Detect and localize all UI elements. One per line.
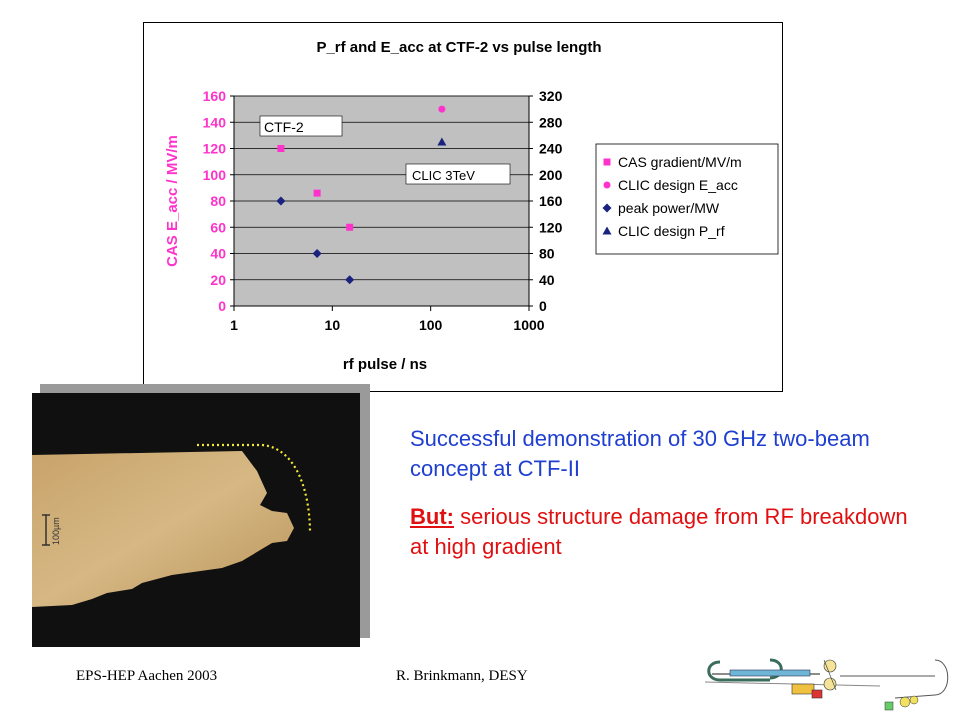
- scale-label: 100µm: [51, 517, 61, 545]
- legend-label: CAS gradient/MV/m: [618, 154, 742, 170]
- legend-marker: [602, 203, 612, 213]
- footer-author: R. Brinkmann, DESY: [396, 668, 528, 684]
- footer-conference: EPS-HEP Aachen 2003: [76, 668, 218, 684]
- clic-layout-logo: [704, 658, 949, 711]
- damage-text: But: serious structure damage from RF br…: [410, 502, 910, 562]
- annotation-clic3tev-text: CLIC 3TeV: [412, 168, 475, 183]
- y2-tick-label: 40: [539, 272, 555, 288]
- data-point: [312, 249, 322, 258]
- copper-structure: [32, 451, 294, 607]
- annotation-ctf2-text: CTF-2: [264, 119, 304, 135]
- y2-tick-label: 80: [539, 246, 555, 262]
- legend-marker: [603, 158, 611, 166]
- legend-marker: [603, 181, 611, 189]
- legend-label: CLIC design P_rf: [618, 223, 725, 239]
- y-tick-label: 160: [203, 88, 227, 104]
- data-point: [437, 137, 447, 146]
- y2-tick-label: 160: [539, 193, 563, 209]
- y2-tick-label: 0: [539, 298, 547, 314]
- data-point: [438, 105, 446, 113]
- legend-label: CLIC design E_acc: [618, 177, 738, 193]
- chart-panel: P_rf and E_acc at CTF-2 vs pulse length …: [143, 22, 783, 392]
- legend-label: peak power/MW: [618, 200, 720, 216]
- y2-tick-label: 200: [539, 167, 563, 183]
- chart: P_rf and E_acc at CTF-2 vs pulse length …: [164, 39, 779, 373]
- legend-marker: [602, 226, 612, 235]
- demonstration-text: Successful demonstration of 30 GHz two-b…: [410, 426, 870, 481]
- annotation-ctf2: CTF-2: [259, 115, 343, 137]
- y-tick-label: 40: [210, 246, 226, 262]
- data-point: [276, 196, 286, 206]
- y2-tick-label: 240: [539, 141, 563, 157]
- y-tick-label: 120: [203, 141, 227, 157]
- dotted-outline: [197, 443, 312, 534]
- y2-tick-label: 280: [539, 114, 563, 130]
- damage-text-rest: serious structure damage from RF breakdo…: [410, 504, 908, 559]
- x-tick-label: 100: [419, 317, 443, 333]
- legend-box: [595, 143, 779, 255]
- y2-tick-label: 120: [539, 219, 563, 235]
- x-tick-label: 1: [230, 317, 238, 333]
- y-tick-label: 140: [203, 114, 227, 130]
- y-tick-label: 0: [218, 298, 226, 314]
- but-label: But:: [410, 504, 454, 529]
- chart-title: P_rf and E_acc at CTF-2 vs pulse length: [316, 39, 601, 56]
- x-tick-label: 10: [325, 317, 341, 333]
- data-point: [345, 275, 355, 285]
- y-tick-label: 60: [210, 219, 226, 235]
- data-point: [346, 223, 354, 231]
- x-axis-label: rf pulse / ns: [343, 356, 427, 373]
- micrograph: 100µm: [32, 393, 360, 647]
- scale-bar: [42, 514, 50, 546]
- y-tick-label: 100: [203, 167, 227, 183]
- y-tick-label: 20: [210, 272, 226, 288]
- x-tick-label: 1000: [513, 317, 544, 333]
- data-point: [313, 189, 321, 197]
- y-tick-label: 80: [210, 193, 226, 209]
- annotation-clic3tev: CLIC 3TeV: [405, 163, 511, 185]
- data-point: [277, 145, 285, 152]
- y2-tick-label: 320: [539, 88, 563, 104]
- y-axis-label: CAS E_acc / MV/m: [164, 135, 181, 267]
